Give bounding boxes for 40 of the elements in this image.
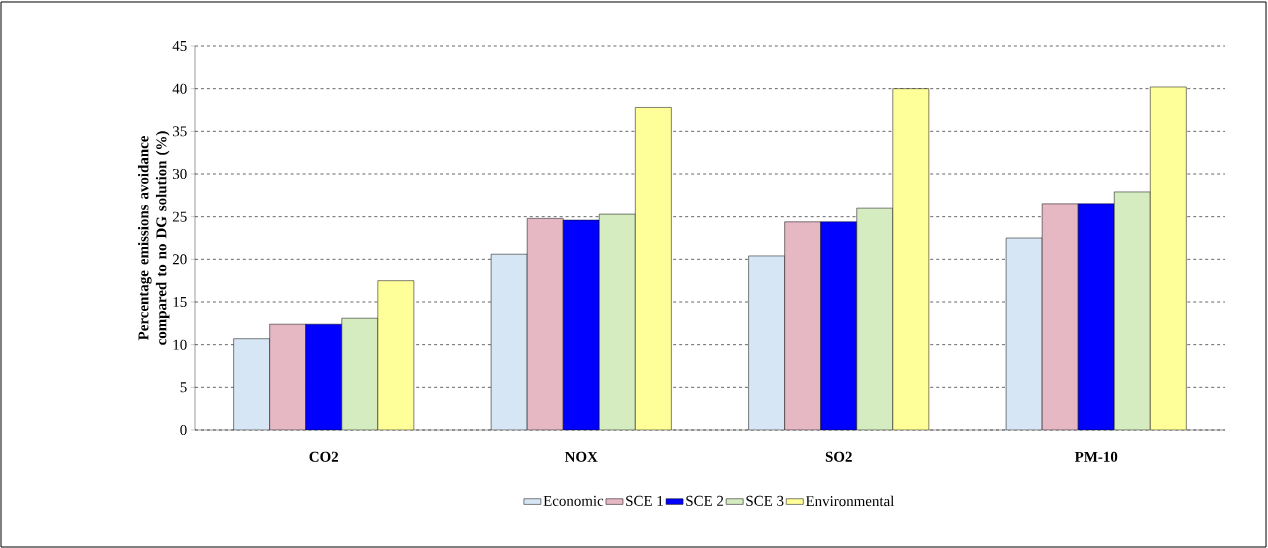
y-tick-label: 40 xyxy=(172,83,187,94)
bar xyxy=(527,218,564,430)
bar xyxy=(1041,203,1079,430)
bar xyxy=(563,220,600,430)
bar xyxy=(341,318,378,430)
bar xyxy=(1114,191,1151,430)
bar xyxy=(892,88,929,430)
legend-label: SCE 2 xyxy=(686,495,724,506)
bar xyxy=(233,338,270,430)
bar xyxy=(856,208,893,430)
x-tick-label: PM-10 xyxy=(1074,451,1118,462)
y-tick-label: 20 xyxy=(172,254,187,265)
bar xyxy=(635,107,672,430)
bar xyxy=(748,255,785,430)
y-axis-title: Percentage emissions avoidance compared to no DG solution (%) xyxy=(137,131,170,345)
bar xyxy=(1005,237,1043,430)
y-tick-label: 5 xyxy=(180,382,187,393)
bar xyxy=(491,254,528,430)
y-tick-label: 45 xyxy=(172,41,187,51)
bar xyxy=(820,221,857,430)
legend-label: SCE 1 xyxy=(626,495,663,506)
bar xyxy=(1077,203,1115,430)
y-tick-label: 35 xyxy=(173,126,187,137)
y-tick-label: 0 xyxy=(180,424,187,436)
x-tick-label: SO2 xyxy=(825,451,852,462)
y-tick-label: 30 xyxy=(173,168,187,180)
bar xyxy=(599,214,636,430)
y-tick-label: 25 xyxy=(172,211,187,222)
legend-label: SCE 3 xyxy=(746,495,784,506)
legend-label: Environmental xyxy=(805,495,895,507)
bar xyxy=(784,221,821,430)
x-tick-label: NOX xyxy=(564,451,598,462)
bar xyxy=(1150,86,1187,430)
bar xyxy=(377,280,414,430)
bar xyxy=(305,324,342,430)
legend-label: Economic xyxy=(543,495,604,506)
y-tick-label: 10 xyxy=(173,339,187,350)
bar xyxy=(269,324,306,430)
y-tick-label: 15 xyxy=(173,297,187,307)
x-tick-label: CO2 xyxy=(309,451,339,462)
